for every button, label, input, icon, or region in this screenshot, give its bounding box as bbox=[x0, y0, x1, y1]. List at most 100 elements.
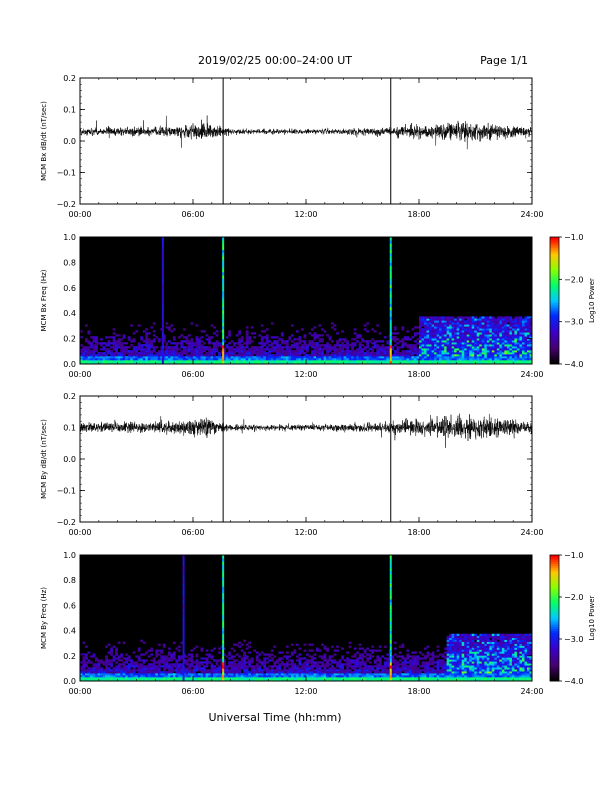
spectrogram-cell bbox=[122, 667, 126, 670]
spectrogram-cell bbox=[190, 346, 194, 349]
spectrogram-cell bbox=[429, 679, 432, 682]
spectrogram-cell bbox=[258, 342, 262, 345]
spectrogram-cell bbox=[331, 346, 334, 349]
spectrogram-cell bbox=[464, 362, 468, 365]
spectrogram-cell bbox=[393, 344, 397, 347]
spectrogram-cell bbox=[506, 318, 510, 321]
spectrogram-cell bbox=[102, 663, 106, 666]
spectrogram-cell bbox=[368, 356, 372, 359]
spectrogram-cell bbox=[496, 316, 500, 319]
spectrogram-cell bbox=[509, 356, 513, 359]
spectrogram-cell bbox=[167, 354, 171, 357]
spectrogram-cell bbox=[376, 358, 380, 361]
spectrogram-cell bbox=[145, 665, 149, 668]
spectrogram-cell bbox=[529, 344, 533, 347]
colorbar-swatch bbox=[550, 340, 559, 344]
spectrogram-cell bbox=[213, 673, 216, 676]
spectrogram-cell bbox=[501, 346, 505, 349]
spectrogram-cell bbox=[270, 356, 274, 359]
spectrogram-cell bbox=[429, 354, 432, 357]
spectrogram-cell bbox=[436, 659, 440, 662]
spectrogram-cell bbox=[529, 362, 533, 365]
spectrogram-cell bbox=[484, 320, 488, 323]
spectrogram-cell bbox=[283, 663, 287, 666]
spectrogram-cell bbox=[444, 322, 447, 325]
spectrogram-cell bbox=[280, 663, 284, 666]
spectrogram-cell bbox=[85, 661, 88, 664]
spectrogram-cell bbox=[378, 679, 382, 682]
spectrogram-cell bbox=[476, 334, 480, 337]
spectrogram-cell bbox=[172, 350, 176, 353]
spectrogram-cell bbox=[155, 665, 159, 668]
spectrogram-cell bbox=[366, 362, 370, 365]
spectrogram-cell bbox=[424, 655, 427, 658]
spectrogram-cell bbox=[82, 679, 86, 682]
spectrogram-cell bbox=[218, 356, 221, 359]
spectrogram-cell bbox=[333, 346, 337, 349]
spectrogram-cell bbox=[283, 346, 287, 349]
spectrogram-cell bbox=[336, 360, 339, 363]
spectrogram-cell bbox=[303, 342, 307, 345]
spectrogram-cell bbox=[238, 348, 242, 351]
spectrogram-cell bbox=[107, 350, 111, 353]
spectrogram-cells bbox=[80, 633, 533, 682]
spectrogram-cell bbox=[426, 332, 430, 335]
spectrogram-cell bbox=[290, 653, 294, 656]
spectrogram-cell bbox=[376, 663, 380, 666]
spectrogram-cell bbox=[298, 356, 302, 359]
spectrogram-cell bbox=[371, 346, 375, 349]
spectrogram-cell bbox=[491, 352, 495, 355]
spectrogram-cell bbox=[273, 336, 277, 339]
spectrogram-cell bbox=[195, 679, 199, 682]
spectrogram-cell bbox=[444, 336, 447, 339]
spectrogram-cell bbox=[491, 336, 495, 339]
spectrogram-cell bbox=[95, 354, 98, 357]
spectrogram-cell bbox=[499, 344, 503, 347]
spectrogram-cell bbox=[401, 350, 405, 353]
spectrogram-cell bbox=[240, 346, 244, 349]
spectrogram-cell bbox=[348, 344, 352, 347]
spectrogram-cell bbox=[338, 661, 342, 664]
spectrogram-cell bbox=[82, 358, 86, 361]
spectrogram-cell bbox=[220, 352, 224, 355]
spectrogram-cell bbox=[504, 342, 508, 345]
spectrogram-cell bbox=[140, 673, 144, 676]
spectrogram-cell bbox=[429, 352, 432, 355]
spectrogram-cell bbox=[464, 344, 468, 347]
spectrogram-cell bbox=[122, 348, 126, 351]
spectrogram-cell bbox=[441, 320, 445, 323]
spectrogram-cell bbox=[451, 338, 455, 341]
spectrogram-cell bbox=[208, 356, 211, 359]
spectrogram-cell bbox=[351, 356, 355, 359]
spectrogram-cell bbox=[479, 354, 483, 357]
spectrogram-cell bbox=[213, 360, 216, 363]
spectrogram-cell bbox=[263, 354, 267, 357]
spectrogram-cell bbox=[137, 649, 141, 652]
spectrogram-cell bbox=[132, 671, 136, 674]
spectrogram-cell bbox=[190, 362, 194, 365]
spectrogram-cell bbox=[421, 673, 425, 676]
spectrogram-cell bbox=[393, 338, 397, 341]
spectrogram-cell bbox=[371, 356, 375, 359]
spectrogram-cell bbox=[235, 356, 239, 359]
spectrogram-cell bbox=[469, 344, 473, 347]
spectrogram-cell bbox=[313, 663, 317, 666]
spectrogram-cell bbox=[195, 356, 199, 359]
spectrogram-cell bbox=[293, 675, 297, 678]
spectrogram-cell bbox=[524, 328, 528, 331]
spectrogram-cell bbox=[366, 354, 370, 357]
spectrogram-cell bbox=[509, 340, 513, 343]
spectrogram-cell bbox=[328, 358, 332, 361]
spectrogram-cell bbox=[316, 344, 319, 347]
spectrogram-cell bbox=[152, 322, 156, 325]
colorbar-swatch bbox=[550, 294, 559, 297]
spectrogram-cell bbox=[341, 344, 344, 347]
spectrogram-cell bbox=[456, 334, 460, 337]
spectrogram-cell bbox=[300, 667, 304, 670]
spectrogram-cell bbox=[361, 354, 365, 357]
spectrogram-cell bbox=[155, 667, 159, 670]
spectrogram-cell bbox=[147, 332, 151, 335]
colorbar-swatch bbox=[550, 347, 559, 350]
spectrogram-cell bbox=[408, 362, 412, 365]
spectrogram-cell bbox=[180, 360, 184, 363]
